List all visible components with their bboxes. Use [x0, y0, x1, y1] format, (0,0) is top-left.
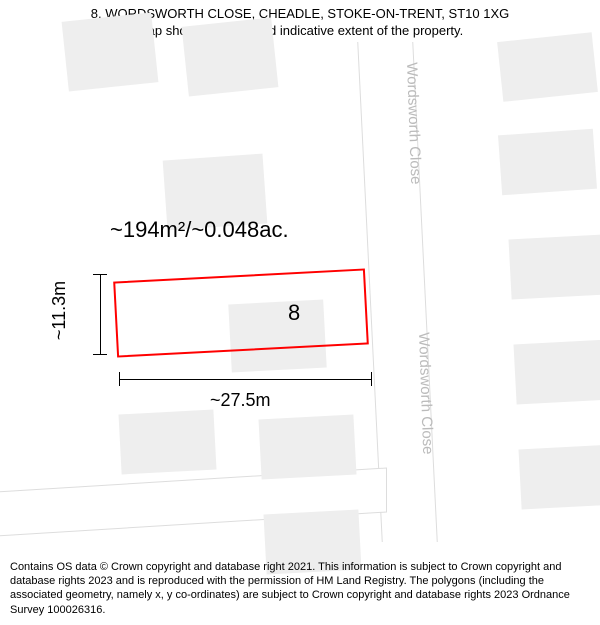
dim-height-label: ~11.3m	[49, 281, 70, 340]
plot-number: 8	[288, 300, 300, 326]
building	[182, 17, 279, 96]
building	[518, 445, 600, 510]
dim-tick	[93, 354, 107, 355]
building	[508, 235, 600, 300]
building	[62, 12, 159, 91]
dim-height-line	[100, 274, 101, 354]
property-boundary	[113, 268, 369, 357]
dim-width-label: ~27.5m	[210, 390, 271, 411]
building	[497, 32, 598, 102]
dim-tick	[119, 372, 120, 386]
building	[498, 129, 597, 195]
building	[118, 410, 216, 475]
building	[258, 415, 356, 480]
dim-tick	[93, 274, 107, 275]
footer-copyright: Contains OS data © Crown copyright and d…	[0, 554, 600, 625]
area-label: ~194m²/~0.048ac.	[110, 217, 289, 243]
building	[513, 340, 600, 405]
dim-tick	[371, 372, 372, 386]
map-area: Wordsworth CloseWordsworth Close 8~194m²…	[0, 42, 600, 542]
dim-width-line	[119, 379, 371, 380]
